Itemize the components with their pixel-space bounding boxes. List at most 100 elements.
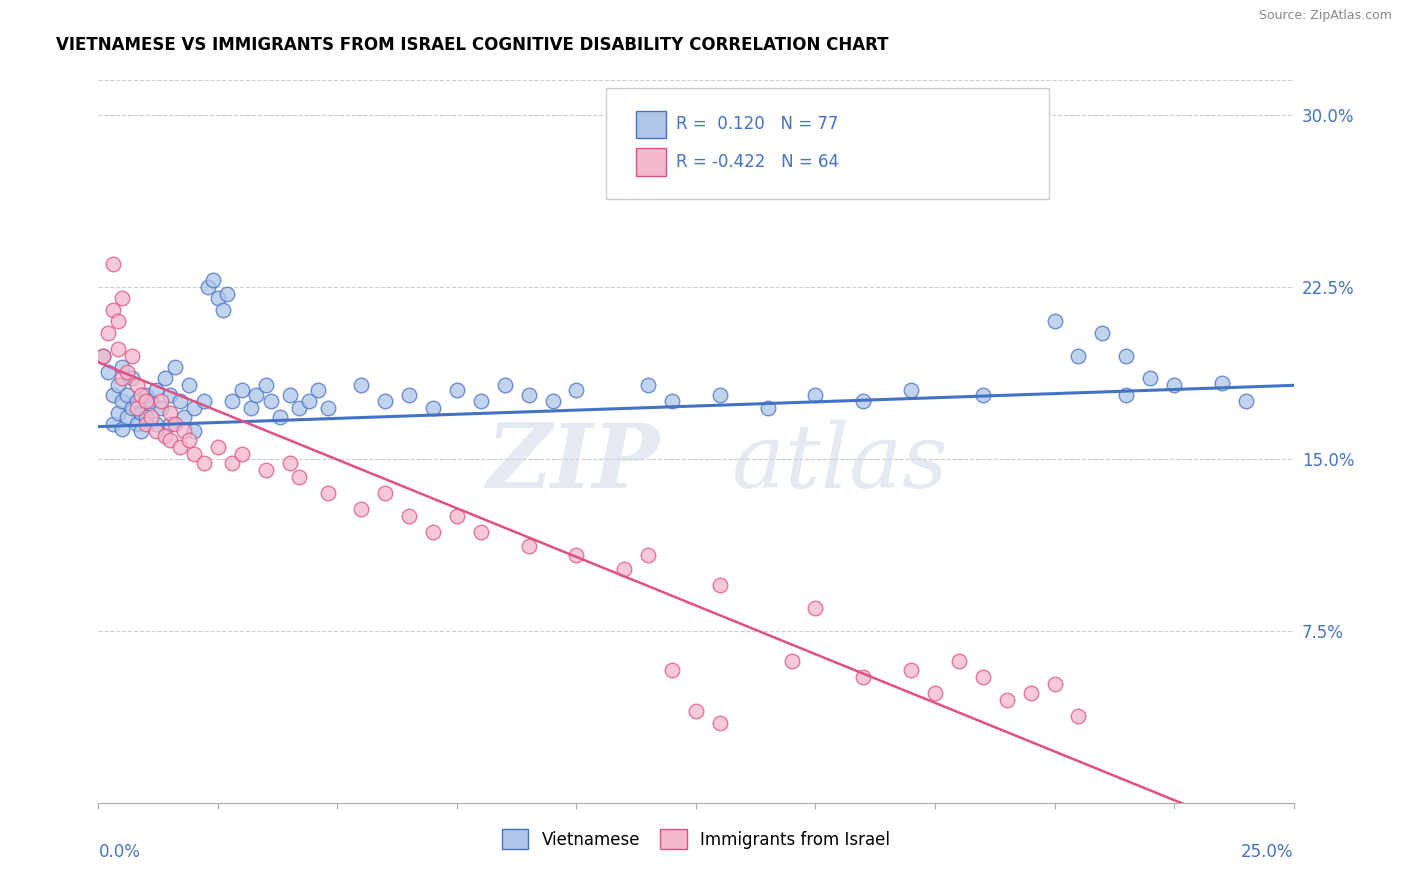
Text: R = -0.422   N = 64: R = -0.422 N = 64: [676, 153, 838, 171]
FancyBboxPatch shape: [637, 111, 666, 138]
Point: [756, 401, 779, 416]
Point: [169, 394, 191, 409]
Point: [1067, 349, 1090, 363]
Text: Source: ZipAtlas.com: Source: ZipAtlas.com: [1258, 9, 1392, 22]
Point: [149, 394, 172, 409]
Point: [470, 525, 492, 540]
Point: [804, 387, 827, 401]
Point: [685, 704, 707, 718]
Point: [115, 387, 138, 401]
Point: [125, 378, 148, 392]
Point: [135, 410, 157, 425]
Point: [517, 539, 540, 553]
Point: [111, 394, 134, 409]
Point: [422, 401, 444, 416]
Point: [145, 417, 167, 432]
Point: [231, 383, 253, 397]
Point: [972, 387, 994, 401]
Point: [211, 302, 233, 317]
Point: [374, 394, 396, 409]
Point: [398, 387, 420, 401]
Point: [202, 273, 225, 287]
Point: [193, 456, 215, 470]
Point: [183, 424, 205, 438]
Point: [852, 394, 875, 409]
Point: [924, 686, 946, 700]
Text: 25.0%: 25.0%: [1241, 843, 1294, 861]
Point: [97, 326, 120, 340]
Point: [91, 349, 114, 363]
Point: [207, 440, 229, 454]
Legend: Vietnamese, Immigrants from Israel: Vietnamese, Immigrants from Israel: [502, 830, 890, 848]
Point: [1019, 686, 1042, 700]
Point: [254, 463, 277, 477]
Point: [780, 181, 803, 195]
Point: [121, 349, 143, 363]
Point: [307, 383, 329, 397]
Point: [121, 371, 143, 385]
Point: [709, 715, 731, 730]
Point: [91, 349, 114, 363]
Point: [155, 371, 177, 385]
Point: [193, 394, 215, 409]
Point: [240, 401, 263, 416]
Point: [125, 417, 148, 432]
Point: [207, 291, 229, 305]
Point: [637, 548, 659, 562]
Point: [101, 387, 124, 401]
Point: [101, 417, 124, 432]
Point: [1115, 387, 1137, 401]
Point: [900, 383, 922, 397]
Point: [163, 417, 186, 432]
Point: [780, 654, 803, 668]
Point: [1043, 676, 1066, 690]
Point: [97, 365, 120, 379]
Point: [155, 429, 177, 443]
Point: [948, 654, 970, 668]
Point: [121, 401, 143, 416]
Point: [259, 394, 281, 409]
Point: [139, 394, 162, 409]
Point: [446, 509, 468, 524]
Point: [350, 378, 373, 392]
Point: [111, 291, 134, 305]
Point: [995, 692, 1018, 706]
Point: [135, 387, 157, 401]
Point: [1091, 326, 1114, 340]
Point: [217, 286, 239, 301]
Point: [107, 314, 129, 328]
Point: [159, 406, 181, 420]
Point: [374, 486, 396, 500]
Point: [1163, 378, 1185, 392]
Point: [470, 394, 492, 409]
Point: [1211, 376, 1233, 390]
Point: [288, 401, 311, 416]
Point: [107, 406, 129, 420]
Point: [278, 456, 301, 470]
Point: [972, 670, 994, 684]
Point: [661, 394, 683, 409]
Point: [183, 447, 205, 461]
Text: 0.0%: 0.0%: [98, 843, 141, 861]
Point: [221, 456, 243, 470]
Point: [1234, 394, 1257, 409]
Point: [446, 383, 468, 397]
Point: [173, 410, 195, 425]
Point: [422, 525, 444, 540]
Point: [159, 434, 181, 448]
Point: [159, 387, 181, 401]
Point: [131, 387, 153, 401]
Point: [316, 401, 339, 416]
Point: [350, 502, 373, 516]
Point: [398, 509, 420, 524]
Point: [1043, 314, 1066, 328]
Point: [1139, 371, 1161, 385]
Point: [145, 424, 167, 438]
Point: [1067, 708, 1090, 723]
Point: [179, 434, 201, 448]
Point: [197, 279, 219, 293]
Point: [179, 378, 201, 392]
Point: [131, 406, 153, 420]
Point: [221, 394, 243, 409]
FancyBboxPatch shape: [637, 148, 666, 176]
